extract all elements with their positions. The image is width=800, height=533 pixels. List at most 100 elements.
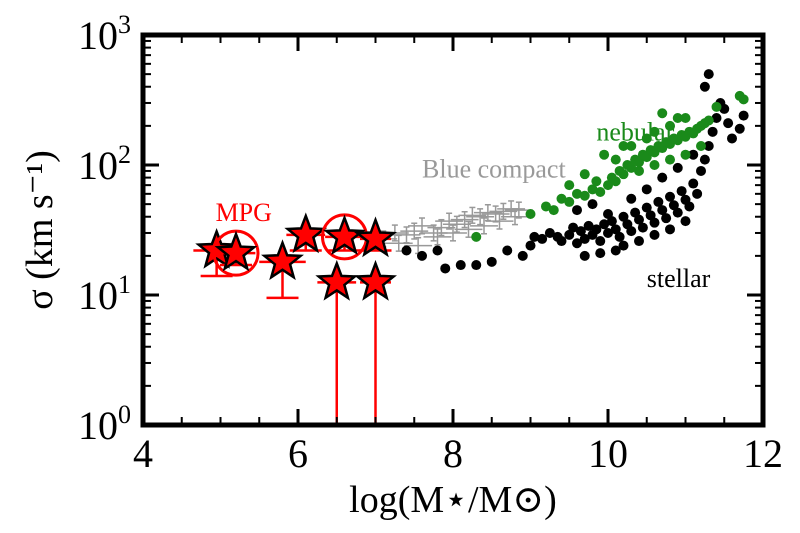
series-blue-compact xyxy=(369,200,533,255)
mpg-point xyxy=(354,259,397,425)
annotation-nebular: nebular xyxy=(596,117,674,146)
nebular-point xyxy=(579,190,590,201)
nebular-point xyxy=(703,115,714,126)
blue-compact-point xyxy=(485,212,514,230)
blue-compact-point xyxy=(454,220,483,238)
nebular-point xyxy=(618,169,629,180)
x-tick-label: 12 xyxy=(743,431,783,476)
blue-compact-point xyxy=(450,210,479,229)
nebular-point xyxy=(525,208,536,219)
nebular-point xyxy=(587,184,598,195)
stellar-point xyxy=(544,227,555,238)
nebular-point xyxy=(641,133,652,144)
nebular-point xyxy=(626,141,637,152)
stellar-point xyxy=(568,222,579,233)
stellar-point xyxy=(676,186,687,197)
nebular-point xyxy=(649,126,660,137)
stellar-point xyxy=(657,172,668,183)
mpg-point xyxy=(321,213,368,261)
nebular-point xyxy=(591,176,602,187)
series-stellar xyxy=(401,69,749,274)
mpg-star xyxy=(284,212,328,254)
nebular-point xyxy=(634,157,644,168)
stellar-point xyxy=(486,256,497,267)
ticks-layer xyxy=(141,33,765,427)
nebular-point xyxy=(680,149,691,160)
stellar-point xyxy=(657,205,668,216)
stellar-point xyxy=(417,250,427,261)
nebular-point xyxy=(657,108,668,119)
x-tick-label: 6 xyxy=(288,431,308,476)
tick-labels: 4 6 8 10 12 100 101 102 103 xyxy=(78,10,783,476)
stellar-point xyxy=(614,231,625,242)
x-tick-label: 8 xyxy=(443,431,463,476)
y-tick-label: 101 xyxy=(78,270,131,318)
stellar-point xyxy=(688,149,699,160)
stellar-point xyxy=(684,201,695,212)
stellar-point xyxy=(618,211,629,222)
stellar-point xyxy=(734,123,745,134)
stellar-point xyxy=(634,214,644,225)
nebular-point xyxy=(711,101,722,112)
stellar-point xyxy=(665,224,675,235)
stellar-point xyxy=(680,216,691,227)
nebular-point xyxy=(572,188,582,199)
nebular-point xyxy=(649,160,660,170)
stellar-point xyxy=(699,81,710,92)
nebular-point xyxy=(672,112,683,123)
annotation-blue-compact: Blue compact xyxy=(422,155,566,184)
blue-compact-point xyxy=(501,208,529,226)
stellar-point xyxy=(603,227,613,238)
x-tick-label: 10 xyxy=(588,431,628,476)
stellar-point xyxy=(696,165,706,176)
stellar-point xyxy=(583,220,594,231)
nebular-point xyxy=(579,169,590,180)
stellar-point xyxy=(626,226,637,237)
stellar-point xyxy=(603,208,613,219)
stellar-point xyxy=(703,141,714,152)
stellar-point xyxy=(572,238,582,249)
stellar-point xyxy=(692,188,703,199)
annotations: MPG Blue compact nebular stellar xyxy=(216,117,711,293)
blue-compact-point xyxy=(423,228,452,246)
stellar-point xyxy=(723,118,734,129)
stellar-point xyxy=(587,199,598,210)
mpg-point xyxy=(353,216,398,258)
stellar-point xyxy=(599,219,610,230)
nebular-point xyxy=(564,180,575,191)
blue-compact-point xyxy=(408,217,436,235)
nebular-point xyxy=(610,154,621,165)
nebular-point xyxy=(564,196,575,207)
series-nebular xyxy=(471,90,749,242)
stellar-point xyxy=(637,222,648,233)
blue-compact-point xyxy=(470,217,498,235)
stellar-point xyxy=(591,224,602,235)
stellar-point xyxy=(688,178,699,189)
nebular-point xyxy=(599,149,610,160)
nebular-point xyxy=(548,205,559,216)
nebular-point xyxy=(603,180,613,191)
stellar-point xyxy=(432,245,443,256)
x-axis-label: log(M⋆/M⊙) xyxy=(349,479,557,521)
stellar-point xyxy=(661,213,672,224)
mpg-point xyxy=(315,259,359,425)
stellar-point xyxy=(572,205,582,216)
stellar-point xyxy=(537,233,548,244)
stellar-point xyxy=(641,184,652,195)
y-tick-label: 102 xyxy=(78,140,131,188)
blue-compact-point xyxy=(458,206,487,224)
annotation-mpg: MPG xyxy=(216,198,272,227)
nebular-point xyxy=(471,231,482,242)
y-tick-label: 103 xyxy=(78,10,131,58)
mpg-star xyxy=(322,214,367,256)
stellar-point xyxy=(595,248,606,259)
stellar-point xyxy=(672,207,683,218)
nebular-point xyxy=(665,120,675,131)
nebular-point xyxy=(541,201,551,212)
y-tick-label: 100 xyxy=(78,400,131,448)
stellar-point xyxy=(440,263,451,274)
mpg-point xyxy=(284,212,328,254)
stellar-point xyxy=(649,217,660,228)
stellar-point xyxy=(634,236,644,247)
